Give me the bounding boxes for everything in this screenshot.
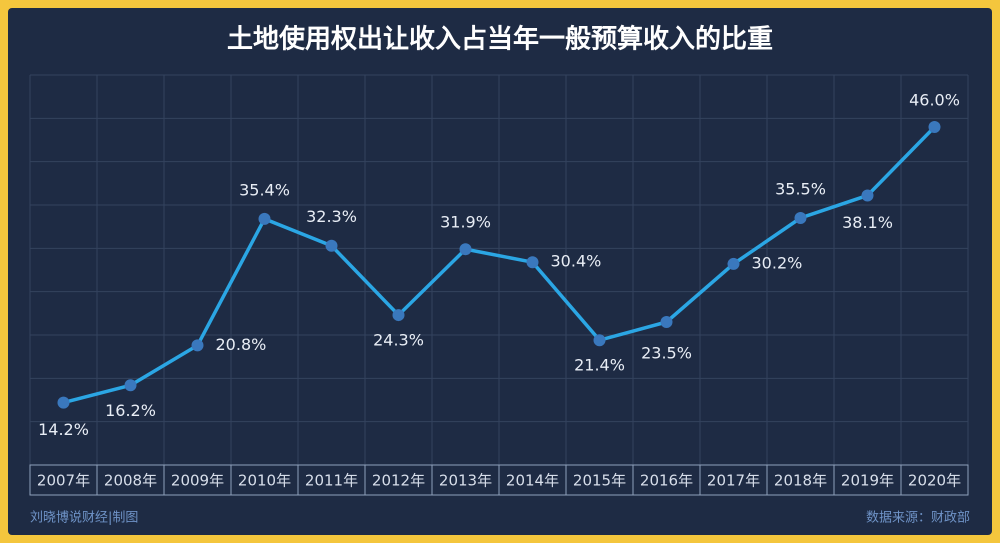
data-point <box>57 396 70 409</box>
data-label: 31.9% <box>440 213 491 232</box>
data-point <box>526 256 539 269</box>
data-label: 30.2% <box>752 253 803 272</box>
data-label: 30.4% <box>551 252 602 271</box>
x-tick-label: 2014年 <box>506 472 559 490</box>
data-label: 38.1% <box>842 213 893 232</box>
data-label: 20.8% <box>216 335 267 354</box>
data-point <box>660 316 673 328</box>
x-tick-label: 2008年 <box>104 472 157 490</box>
data-label: 21.4% <box>574 356 625 375</box>
x-tick-label: 2015年 <box>573 472 626 490</box>
chart-title: 土地使用权出让收入占当年一般预算收入的比重 <box>227 24 773 55</box>
data-label: 46.0% <box>909 91 960 110</box>
x-tick-label: 2011年 <box>305 472 358 490</box>
data-label: 16.2% <box>105 401 156 420</box>
data-label: 24.3% <box>373 331 424 350</box>
source: 数据来源：财政部 <box>866 511 970 526</box>
x-tick-label: 2018年 <box>774 472 827 490</box>
x-tick-label: 2016年 <box>640 472 693 490</box>
x-tick-label: 2012年 <box>372 472 425 490</box>
data-point <box>191 339 204 352</box>
x-tick-label: 2017年 <box>707 472 760 490</box>
background <box>8 8 992 535</box>
data-point <box>392 309 405 322</box>
credit: 刘晓博说财经|制图 <box>30 511 138 526</box>
data-point <box>459 243 472 256</box>
data-point <box>593 334 606 347</box>
data-label: 32.3% <box>306 207 357 226</box>
x-tick-label: 2010年 <box>238 472 291 490</box>
x-tick-label: 2019年 <box>841 472 894 490</box>
x-tick-label: 2009年 <box>171 472 224 490</box>
data-point <box>928 121 941 133</box>
data-label: 14.2% <box>38 420 89 439</box>
data-point <box>325 239 338 252</box>
data-point <box>727 257 740 270</box>
data-label: 35.5% <box>775 180 826 199</box>
data-point <box>794 212 807 224</box>
data-label: 35.4% <box>239 180 290 199</box>
data-label: 23.5% <box>641 344 692 363</box>
data-point <box>124 379 137 392</box>
data-point <box>258 212 271 225</box>
x-tick-label: 2013年 <box>439 472 492 490</box>
x-tick-label: 2020年 <box>908 472 961 490</box>
x-tick-label: 2007年 <box>37 472 90 490</box>
data-point <box>861 189 874 202</box>
data-line <box>63 125 936 405</box>
